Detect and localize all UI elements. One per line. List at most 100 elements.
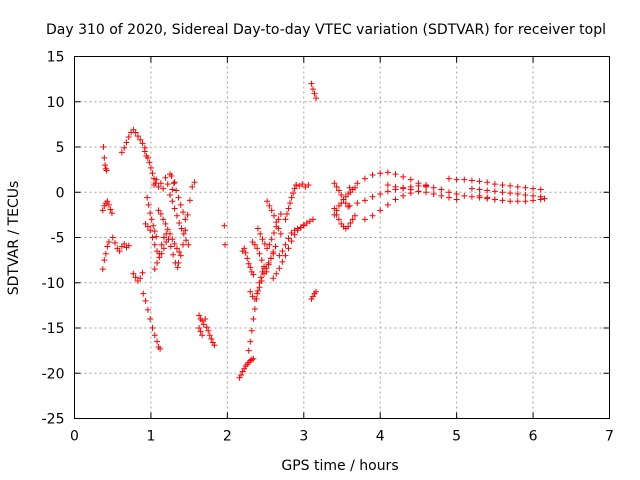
data-series-s39 [384,182,460,203]
data-point [144,223,151,230]
data-point [202,315,209,322]
data-series-s33 [331,184,358,218]
data-point [333,183,340,190]
data-point [199,332,206,339]
data-point [250,315,257,322]
grid [74,56,610,419]
data-point [484,194,491,201]
data-series-s30 [293,181,312,190]
data-point [256,284,263,291]
data-point [180,209,187,216]
data-point [164,226,171,233]
data-point [522,198,529,205]
data-point [169,236,176,243]
data-point [151,266,158,273]
data-point [285,245,292,252]
data-point [282,252,289,259]
data-point [221,222,228,229]
data-point [430,184,437,191]
data-point [139,269,146,276]
data-point [530,185,537,192]
data-point [144,154,151,161]
data-point [174,264,181,271]
data-point [259,236,266,243]
data-point [134,133,141,140]
data-point [150,182,157,189]
data-point [377,170,384,177]
data-point [137,275,144,282]
data-series-s1 [100,144,110,174]
data-point [288,229,295,236]
data-point [176,248,183,255]
x-tick-label: 3 [299,429,308,445]
data-point [514,191,521,198]
x-tick-label: 4 [376,429,385,445]
data-point [155,183,162,190]
data-point [354,180,361,187]
data-point [270,229,277,236]
data-point [285,235,292,242]
data-point [309,216,316,223]
data-point [313,288,320,295]
tick-labels: 0 1 2 3 4 5 6 7 -25 -20 -15 -10 -5 0 5 10 15 [42,50,614,445]
data-point [167,230,174,237]
data-point [537,186,544,193]
data-point [236,374,243,381]
data-point [248,327,255,334]
data-point [203,324,210,331]
data-point [522,191,529,198]
data-point [153,233,160,240]
data-series-s8 [130,269,146,284]
data-point [279,258,286,265]
data-point [313,95,320,102]
data-point [415,188,422,195]
data-point [175,259,182,266]
data-point [400,173,407,180]
data-series-s9 [140,290,164,352]
data-point [242,249,249,256]
data-point [247,288,254,295]
data-series-s14 [167,191,192,248]
data-point [176,220,183,227]
data-point [351,184,358,191]
data-point [250,355,257,362]
data-point [407,186,414,193]
data-series-s34 [331,205,358,232]
data-point [105,239,112,246]
data-point [377,207,384,214]
data-point [149,170,156,177]
data-point [149,234,156,241]
y-axis-label: SDTVAR / TECUs [6,181,22,296]
data-point [349,216,356,223]
data-series-s41 [446,175,544,193]
data-point [282,241,289,248]
data-point [175,194,182,201]
data-point [415,182,422,189]
data-point [288,194,295,201]
data-point [247,338,254,345]
data-point [340,196,347,203]
data-point [291,227,298,234]
y-tick-label: -10 [42,276,65,292]
data-points [99,80,548,381]
data-point [384,169,391,176]
data-point [446,194,452,201]
y-tick-label: 5 [56,140,65,156]
data-point [160,216,167,223]
data-point [222,241,229,248]
data-point [101,154,108,161]
data-point [180,230,187,237]
data-point [476,192,483,199]
data-point [276,252,283,259]
data-point [112,239,119,246]
data-point [173,187,180,194]
data-point [273,270,280,277]
data-point [351,212,358,219]
data-point [384,182,391,189]
data-series-s4 [109,234,132,255]
data-point [267,255,274,262]
data-point [305,182,312,189]
y-tick-label: -20 [42,366,65,382]
data-point [361,216,368,223]
data-point [354,200,361,207]
